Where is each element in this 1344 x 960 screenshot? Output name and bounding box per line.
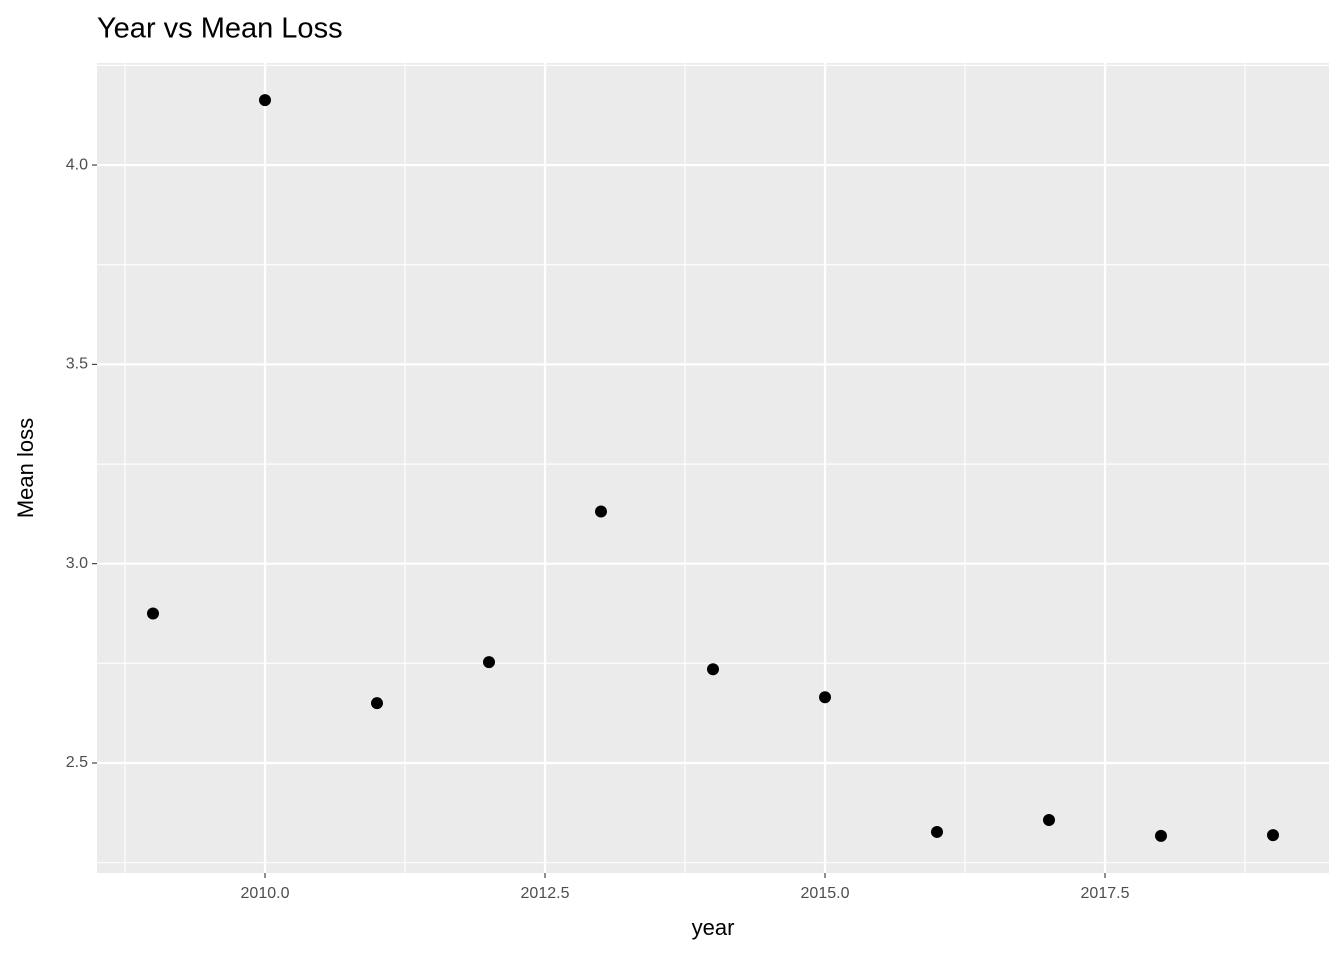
data-point: [819, 691, 831, 704]
x-tick-label: 2017.5: [1081, 885, 1130, 902]
data-point: [1267, 829, 1279, 842]
plot-panel: [97, 63, 1329, 873]
y-axis-title: Mean loss: [13, 418, 38, 518]
x-axis-title: year: [692, 915, 735, 940]
y-tick-label: 3.0: [66, 555, 88, 572]
chart-title: Year vs Mean Loss: [97, 13, 343, 45]
data-point: [147, 607, 159, 620]
data-point: [1155, 829, 1167, 842]
data-point: [1043, 813, 1055, 826]
y-tick-label: 4.0: [66, 156, 88, 173]
data-point: [483, 656, 495, 669]
x-tick-label: 2010.0: [241, 885, 290, 902]
data-point: [931, 825, 943, 838]
x-tick-label: 2015.0: [801, 885, 850, 902]
x-tick-label: 2012.5: [521, 885, 570, 902]
data-point: [371, 697, 383, 710]
data-point: [259, 94, 271, 107]
data-point: [595, 505, 607, 518]
y-tick-label: 3.5: [66, 356, 88, 373]
data-point: [707, 663, 719, 676]
y-tick-label: 2.5: [66, 754, 88, 771]
